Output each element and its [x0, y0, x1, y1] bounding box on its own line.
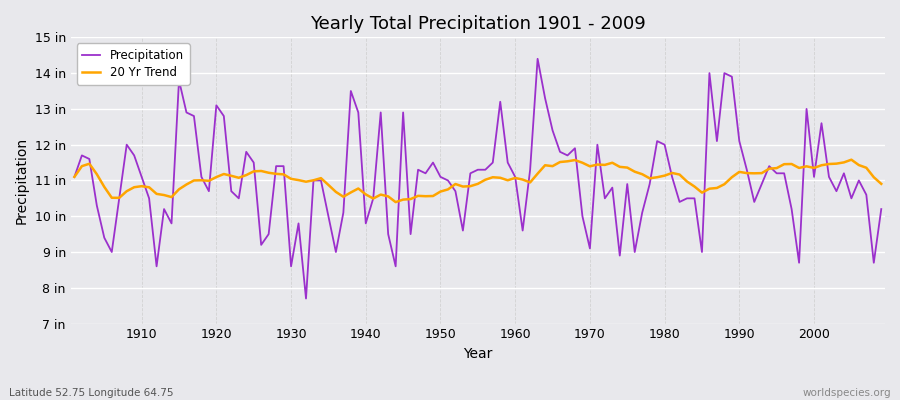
Precipitation [509, 174, 520, 179]
Legend: Precipitation, 20 Yr Trend: Precipitation, 20 Yr Trend [76, 43, 190, 84]
20 Yr Trend [518, 177, 528, 182]
Precipitation [876, 207, 886, 212]
20 Yr Trend [338, 194, 349, 199]
Precipitation [615, 253, 626, 258]
20 Yr Trend [607, 160, 617, 165]
Precipitation [69, 174, 80, 179]
Title: Yearly Total Precipitation 1901 - 2009: Yearly Total Precipitation 1901 - 2009 [310, 15, 645, 33]
Line: Precipitation: Precipitation [75, 59, 881, 298]
20 Yr Trend [391, 200, 401, 204]
20 Yr Trend [876, 182, 886, 186]
20 Yr Trend [293, 178, 304, 182]
Precipitation [301, 296, 311, 301]
Precipitation [293, 221, 304, 226]
Text: Latitude 52.75 Longitude 64.75: Latitude 52.75 Longitude 64.75 [9, 388, 174, 398]
X-axis label: Year: Year [464, 347, 492, 361]
20 Yr Trend [69, 174, 80, 179]
Y-axis label: Precipitation: Precipitation [15, 137, 29, 224]
Precipitation [532, 56, 543, 61]
20 Yr Trend [129, 185, 140, 190]
20 Yr Trend [846, 157, 857, 162]
Line: 20 Yr Trend: 20 Yr Trend [75, 160, 881, 202]
20 Yr Trend [509, 176, 520, 180]
Text: worldspecies.org: worldspecies.org [803, 388, 891, 398]
Precipitation [518, 228, 528, 233]
Precipitation [129, 153, 140, 158]
Precipitation [346, 89, 356, 94]
